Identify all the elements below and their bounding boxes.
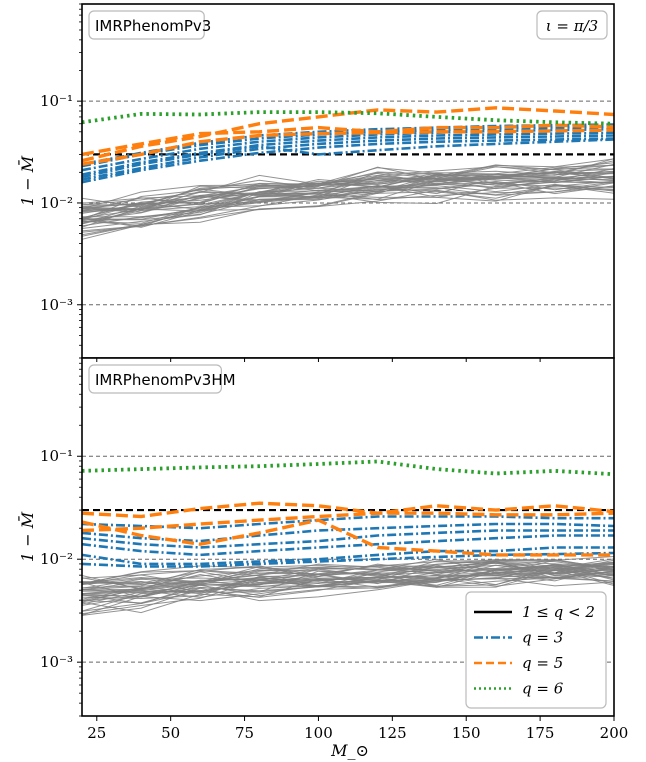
series-line-q3 — [81, 137, 615, 184]
series-line-q6 — [81, 459, 615, 477]
y-tick-label: 10⁻² — [40, 194, 73, 212]
series-line-q5 — [81, 123, 615, 157]
series-line-q5 — [81, 511, 615, 533]
y-tick-label: 10⁻³ — [40, 653, 73, 671]
series-line-q5 — [81, 128, 615, 166]
legend-label-q6: q = 6 — [522, 680, 564, 698]
series-line-q1-2 — [81, 565, 615, 615]
panel-name-box — [88, 364, 222, 394]
series-line-q1-2 — [81, 164, 615, 220]
panel-frame — [81, 357, 615, 717]
series-line-q1-2 — [81, 559, 615, 591]
y-axis-title: 1 − M̄ — [16, 155, 37, 206]
panel-name: IMRPhenomPv3HM — [95, 371, 236, 389]
series-line-q5 — [81, 106, 615, 163]
y-axis-title: 1 − M̄ — [16, 511, 37, 562]
series-line-q1-2 — [81, 169, 615, 209]
series-line-q3 — [81, 534, 614, 557]
x-tick-label: 100 — [304, 724, 333, 742]
x-tick-label: 175 — [526, 724, 555, 742]
series-line-q3 — [81, 551, 615, 568]
annotation-label: ι = π/3 — [546, 17, 598, 35]
x-axis: 25 50 75 100 125 150 175 200 — [87, 358, 628, 742]
series-line-q1-2 — [81, 558, 615, 585]
series-line-q1-2 — [81, 564, 615, 598]
legend-box — [465, 591, 607, 709]
legend-label-q5: q = 5 — [522, 654, 563, 672]
x-tick-label: 25 — [87, 724, 106, 742]
y-tick-label: 10⁻² — [40, 550, 73, 568]
panel-name-box — [88, 10, 205, 40]
series-line-q3 — [81, 134, 615, 181]
series-line-q1-2 — [81, 570, 615, 605]
series-line-q5 — [81, 518, 614, 557]
series-line-q1-2 — [81, 180, 615, 225]
x-axis-title: M_⊙ — [330, 741, 369, 760]
series-line-q5 — [81, 501, 615, 519]
panel-name: IMRPhenomPv3 — [95, 17, 211, 35]
y-tick-label: 10⁻³ — [40, 296, 73, 314]
series-line-q3 — [81, 546, 614, 566]
series-line-q1-2 — [81, 567, 615, 612]
series-line-q1-2 — [81, 185, 615, 233]
series-line-q1-2 — [81, 189, 615, 237]
x-tick-label: 150 — [452, 724, 481, 742]
series-line-q3 — [81, 138, 615, 179]
series-line-q3 — [81, 529, 614, 549]
panel-imrphenompv3hm: 10⁻³ 10⁻² 10⁻¹ 1 − M̄ IMRPhenomPv3HM — [16, 357, 615, 717]
x-tick-label: 200 — [600, 724, 629, 742]
series-line-q6 — [81, 110, 615, 126]
series-line-q1-2 — [81, 175, 615, 218]
series-line-q1-2 — [81, 561, 615, 585]
x-tick-label: 50 — [161, 724, 180, 742]
series-line-q1-2 — [81, 184, 615, 232]
y-tick-label: 10⁻¹ — [40, 92, 73, 110]
series-line-q1-2 — [81, 566, 615, 600]
annotation-box — [536, 10, 608, 40]
x-tick-label: 125 — [378, 724, 407, 742]
x-tick-label: 75 — [235, 724, 254, 742]
panel-imrphenompv3: 10⁻³ 10⁻² 10⁻¹ 1 − M̄ IMRPhenomPv3 ι = π/3 — [16, 3, 615, 359]
series-line-q1-2 — [81, 184, 615, 227]
legend: 1 ≤ q < 2 q = 3 q = 5 q = 6 — [465, 591, 607, 709]
series-line-q1-2 — [81, 181, 615, 236]
legend-label-q12: 1 ≤ q < 2 — [522, 603, 595, 621]
legend-label-q3: q = 3 — [522, 629, 563, 647]
series-line-q1-2 — [81, 172, 615, 211]
series-line-q3 — [81, 131, 615, 176]
y-tick-label: 10⁻¹ — [40, 447, 73, 465]
